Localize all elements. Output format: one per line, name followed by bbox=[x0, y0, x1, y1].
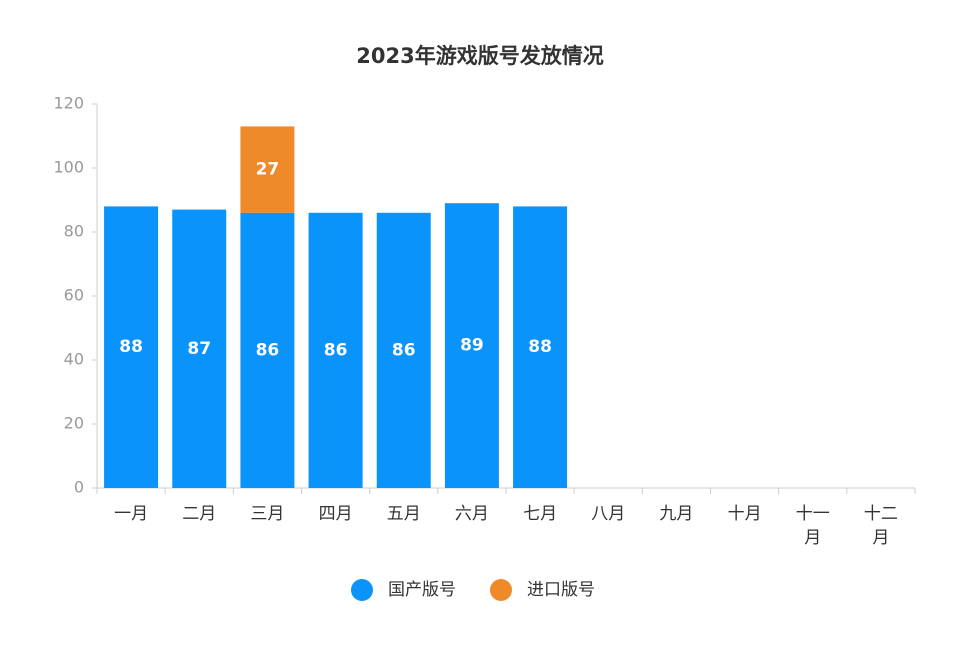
data-label: 87 bbox=[187, 339, 211, 359]
bar bbox=[376, 212, 431, 489]
bar bbox=[308, 212, 363, 489]
bar bbox=[172, 209, 227, 488]
x-tick-label: 二月 bbox=[182, 504, 216, 524]
bar bbox=[104, 206, 159, 488]
y-tick-label: 120 bbox=[53, 94, 84, 113]
x-tick-label: 四月 bbox=[319, 504, 353, 524]
legend-marker bbox=[490, 579, 512, 601]
legend-label: 国产版号 bbox=[388, 580, 456, 600]
y-tick-label: 100 bbox=[53, 158, 84, 177]
x-tick-label: 十月 bbox=[728, 504, 762, 524]
y-tick-label: 40 bbox=[64, 350, 84, 369]
x-tick-label: 九月 bbox=[659, 504, 693, 524]
data-label: 89 bbox=[460, 336, 484, 356]
x-tick-label: 三月 bbox=[250, 504, 284, 524]
data-label: 88 bbox=[119, 337, 143, 357]
x-tick-label: 十二月 bbox=[864, 504, 898, 548]
y-tick-label: 0 bbox=[74, 478, 84, 497]
x-tick-label: 八月 bbox=[591, 504, 625, 524]
data-label: 27 bbox=[256, 160, 280, 180]
x-tick-label: 七月 bbox=[523, 504, 557, 524]
y-tick-label: 20 bbox=[64, 414, 84, 433]
data-label: 86 bbox=[324, 340, 348, 360]
data-label: 88 bbox=[528, 337, 552, 357]
bar bbox=[240, 212, 295, 489]
x-tick-label: 五月 bbox=[387, 504, 421, 524]
legend-label: 进口版号 bbox=[527, 580, 595, 600]
y-tick-label: 60 bbox=[64, 286, 84, 305]
x-tick-label: 一月 bbox=[114, 504, 148, 524]
bar bbox=[513, 206, 568, 488]
data-label: 86 bbox=[256, 340, 280, 360]
legend-marker bbox=[351, 579, 373, 601]
chart-title: 2023年游戏版号发放情况 bbox=[356, 44, 603, 68]
data-label: 86 bbox=[392, 340, 416, 360]
x-tick-label: 六月 bbox=[455, 504, 489, 524]
bar bbox=[444, 203, 499, 488]
x-tick-label: 十一月 bbox=[796, 504, 830, 548]
bar bbox=[240, 126, 295, 213]
y-tick-label: 80 bbox=[64, 222, 84, 241]
